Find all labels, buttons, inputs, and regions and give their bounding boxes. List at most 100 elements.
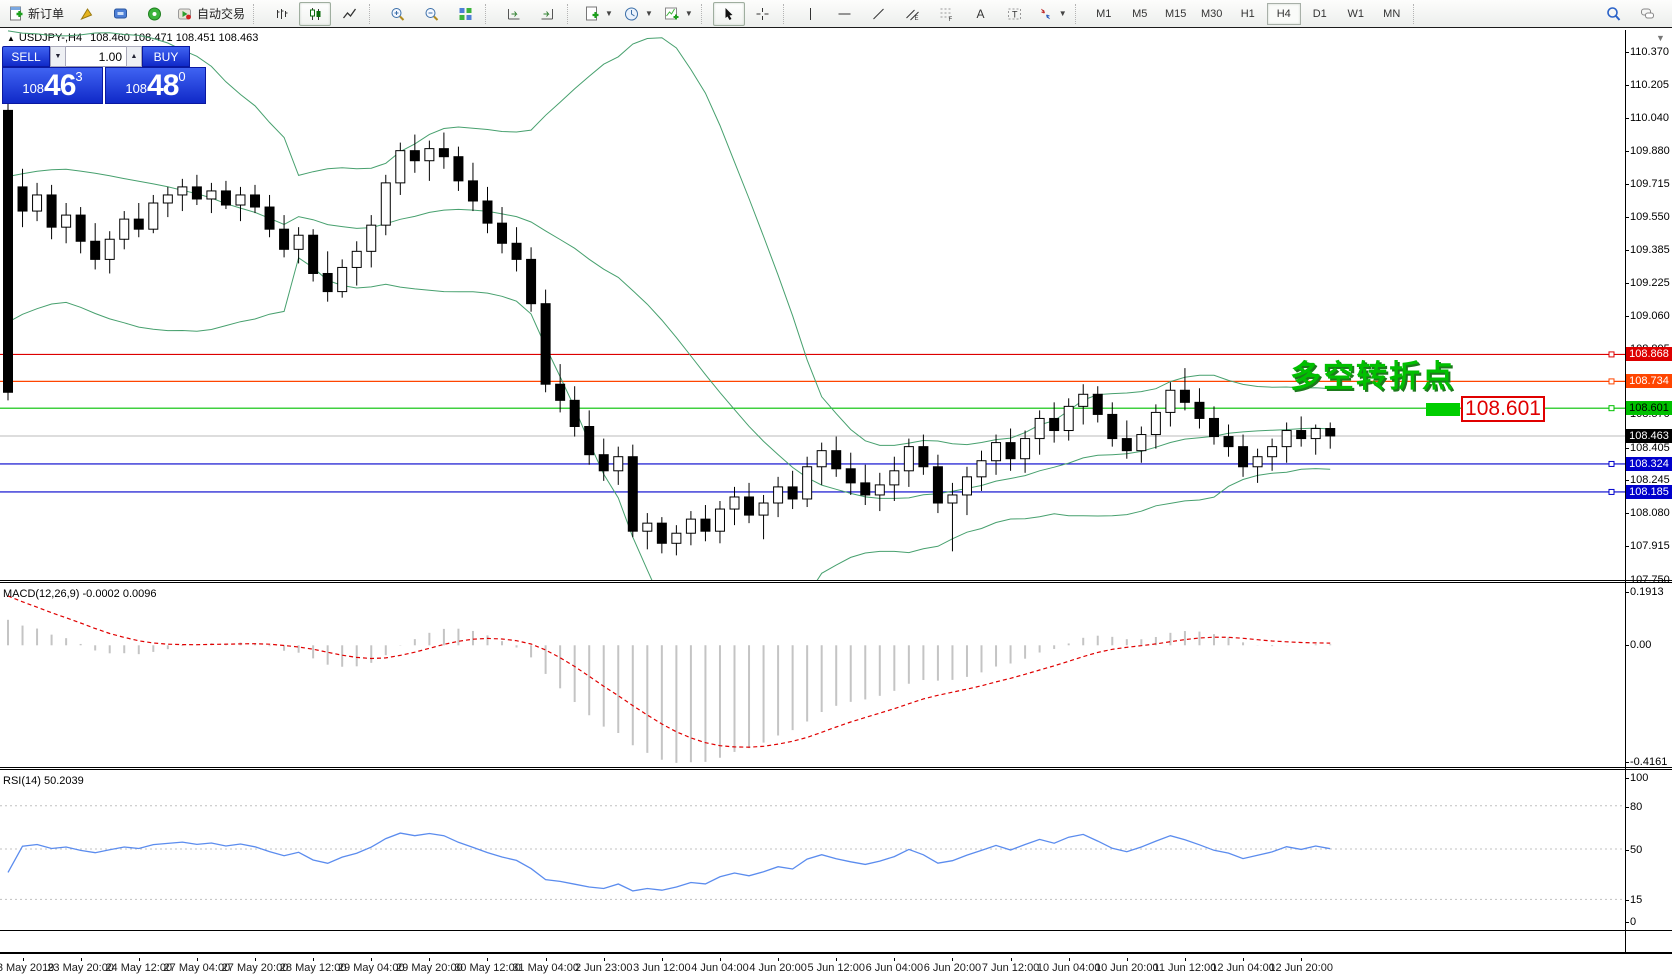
chart-shift-icon	[539, 6, 556, 22]
timeframe-button-h1[interactable]: H1	[1240, 7, 1255, 20]
price-axis-label: 109.880	[1630, 144, 1670, 157]
time-axis-label: 12 Jun 20:00	[1269, 962, 1333, 974]
time-axis-tick	[138, 958, 140, 961]
time-axis-label: 10 Jun 20:00	[1094, 962, 1159, 974]
time-axis-tick	[719, 958, 721, 961]
chevron-down-icon: ▼	[605, 9, 613, 18]
timeframe-button-m15[interactable]: M15	[1165, 7, 1187, 20]
time-axis-tick	[80, 958, 82, 961]
vertical-line-tool[interactable]	[795, 2, 827, 26]
text-tool[interactable]: A	[965, 2, 997, 26]
price-flag-label[interactable]: 108.601	[1461, 396, 1545, 422]
macd-axis-label: 0.00	[1630, 639, 1652, 652]
chat-icon	[1639, 6, 1656, 22]
indicators-dropdown[interactable]: ▼	[659, 2, 697, 26]
tile-windows-button[interactable]	[449, 2, 481, 26]
new-order-button[interactable]: 新订单	[3, 2, 68, 26]
volume-down-button[interactable]: ▼	[50, 46, 66, 67]
timeframe-button-d1[interactable]: D1	[1312, 7, 1327, 20]
price-flag-rect[interactable]	[1426, 403, 1460, 416]
price-axis-label: 107.750	[1630, 573, 1670, 586]
axis-tick	[1625, 217, 1629, 219]
time-axis-label: 29 May 20:00	[396, 962, 463, 974]
crosshair-icon	[754, 6, 771, 22]
main-chart-canvas[interactable]	[0, 30, 1625, 580]
toolbar-separator	[700, 3, 709, 24]
time-axis-tick	[1243, 958, 1245, 961]
bar-chart-button[interactable]	[265, 2, 297, 26]
price-axis-label: 107.915	[1630, 540, 1670, 553]
new-order-icon	[7, 6, 24, 22]
sell-button[interactable]: SELL	[2, 46, 50, 67]
tile-windows-icon	[457, 6, 474, 22]
time-axis-tick	[196, 958, 198, 961]
crosshair-tool-button[interactable]	[747, 2, 779, 26]
time-axis-label: 10 Jun 04:00	[1036, 962, 1101, 974]
sell-price-display[interactable]: 108 46 3	[2, 67, 103, 104]
pane-divider[interactable]	[0, 580, 1672, 583]
rsi-axis-label: 0	[1630, 916, 1637, 928]
svg-text:F: F	[949, 17, 953, 22]
timeframe-button-m5[interactable]: M5	[1132, 7, 1148, 20]
signals-button[interactable]	[138, 2, 170, 26]
collapse-arrow-icon[interactable]: ▲	[7, 34, 15, 43]
chevron-down-icon: ▼	[644, 9, 653, 18]
candlestick-chart-button[interactable]	[299, 1, 332, 26]
zoom-out-button[interactable]	[415, 2, 447, 26]
search-button[interactable]	[1597, 2, 1629, 26]
auto-scroll-icon	[505, 6, 522, 22]
time-axis-tick	[1126, 958, 1128, 961]
periods-clock-icon	[623, 6, 640, 22]
periods-dropdown[interactable]: ▼	[619, 2, 657, 26]
text-label-icon: T	[1006, 6, 1023, 22]
channel-tool[interactable]: E	[897, 2, 929, 26]
price-axis-label: 109.715	[1630, 177, 1670, 190]
zoom-in-button[interactable]	[381, 2, 413, 26]
time-axis-label: 4 Jun 04:00	[691, 962, 749, 974]
trendline-tool[interactable]	[863, 2, 895, 26]
line-chart-button[interactable]	[333, 2, 365, 26]
timeframe-button-h4[interactable]: H4	[1266, 2, 1301, 25]
time-axis-label: 12 Jun 04:00	[1211, 962, 1275, 974]
turning-point-annotation[interactable]: 多空转折点	[1290, 359, 1455, 394]
svg-text:A: A	[977, 7, 985, 21]
buy-button[interactable]: BUY	[142, 46, 190, 67]
chat-button[interactable]	[1631, 2, 1663, 26]
volume-up-button[interactable]: ▲	[126, 46, 142, 67]
horizontal-line-tool[interactable]	[829, 2, 861, 26]
price-line-badge: 108.185	[1626, 484, 1672, 499]
chart-shift-button[interactable]	[531, 2, 563, 26]
axis-tick	[1625, 592, 1629, 593]
templates-dropdown[interactable]: ▼	[579, 2, 617, 26]
pane-divider[interactable]	[0, 767, 1672, 770]
time-axis-tick	[836, 958, 838, 961]
toolbar-separator	[567, 3, 575, 24]
time-axis-label: 29 May 04:00	[337, 962, 405, 974]
macd-pane-canvas[interactable]	[0, 583, 1625, 767]
fibonacci-tool[interactable]: F	[931, 2, 963, 26]
chevron-down-icon: ▼	[1058, 9, 1067, 18]
text-label-tool[interactable]: T	[999, 2, 1031, 26]
auto-scroll-button[interactable]	[497, 2, 529, 26]
cursor-tool-button[interactable]	[712, 1, 745, 26]
autotrade-button[interactable]: 自动交易	[172, 2, 249, 26]
scroll-indicator-icon[interactable]: ▼	[1656, 33, 1665, 43]
time-axis-label: 6 Jun 04:00	[865, 962, 924, 974]
profile-button[interactable]	[70, 2, 102, 26]
rsi-pane-canvas[interactable]	[0, 770, 1625, 930]
buy-price-display[interactable]: 108 48 0	[105, 67, 206, 104]
search-icon	[1605, 6, 1622, 22]
volume-input[interactable]	[66, 46, 126, 67]
cursor-icon	[720, 6, 737, 22]
arrows-dropdown[interactable]: ▼	[1033, 2, 1071, 26]
time-axis-label: 24 May 12:00	[105, 962, 173, 974]
timeframe-button-mn[interactable]: MN	[1383, 7, 1401, 20]
time-axis-tick	[22, 958, 24, 961]
market-watch-button[interactable]	[104, 2, 136, 26]
axis-tick	[1625, 922, 1629, 923]
axis-tick	[1625, 118, 1629, 120]
timeframe-button-m1[interactable]: M1	[1096, 7, 1112, 20]
timeframe-button-w1[interactable]: W1	[1347, 7, 1364, 20]
timeframe-button-m30[interactable]: M30	[1201, 7, 1223, 20]
axis-tick	[1625, 183, 1629, 185]
